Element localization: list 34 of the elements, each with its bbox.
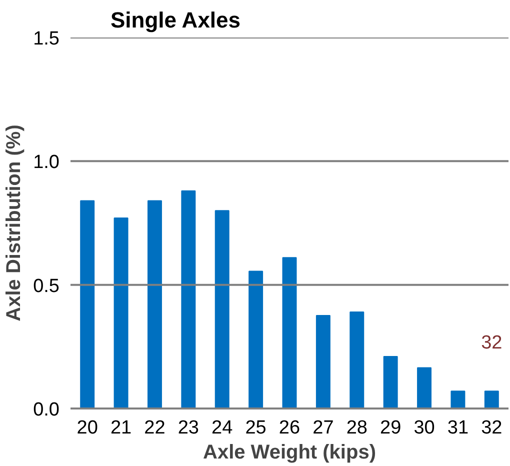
x-tick-label: 21 <box>110 418 132 438</box>
bar <box>181 190 196 408</box>
x-tick-label: 31 <box>447 418 469 438</box>
bar <box>147 200 162 408</box>
bar <box>80 200 95 408</box>
bar <box>350 312 364 408</box>
y-tick-label: 1.5 <box>33 28 60 50</box>
bar <box>383 356 398 408</box>
x-tick-label: 29 <box>380 418 402 438</box>
x-tick-label: 25 <box>245 418 266 438</box>
x-tick-label: 24 <box>212 418 234 438</box>
bar <box>450 390 466 408</box>
x-tick-label: 22 <box>144 418 166 438</box>
x-tick-label: 26 <box>278 418 300 438</box>
bar <box>484 390 499 408</box>
bar <box>316 315 330 408</box>
x-tick-label: 28 <box>346 418 368 438</box>
bar <box>248 270 264 408</box>
bar <box>282 257 297 408</box>
y-tick-label: 0.5 <box>33 276 60 297</box>
y-axis-title: Axle Distribution (%) <box>3 124 26 322</box>
x-axis-title: Axle Weight (kips) <box>203 442 376 464</box>
x-tick-label: 23 <box>178 418 199 438</box>
x-tick-label: 30 <box>414 418 435 438</box>
x-tick-label: 32 <box>481 418 502 438</box>
annotation: 32 <box>481 332 502 354</box>
bar <box>417 367 432 408</box>
chart-title: Single Axles <box>110 8 241 32</box>
x-tick-label: 20 <box>76 418 98 438</box>
bar <box>214 210 230 408</box>
bar <box>114 218 128 408</box>
y-tick-label: 1.0 <box>33 152 60 174</box>
y-tick-label: 0.0 <box>33 400 60 420</box>
x-tick-label: 27 <box>312 418 334 438</box>
